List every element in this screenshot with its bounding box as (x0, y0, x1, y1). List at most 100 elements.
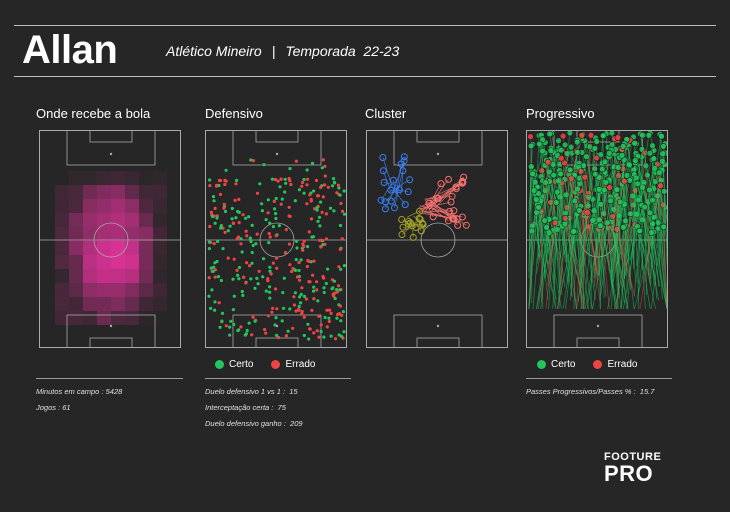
defensive-correct-point (283, 190, 287, 194)
cluster-olive-pass-end (412, 224, 420, 231)
defensive-wrong-point (274, 287, 278, 291)
heatmap-cell (55, 185, 69, 199)
heatmap-cell (125, 269, 139, 283)
center-circle (93, 222, 129, 258)
heatmap-cell (111, 255, 125, 269)
defensive-wrong-point (291, 326, 295, 330)
heatmap-cell (55, 255, 69, 269)
defensive-wrong-point (333, 291, 337, 295)
green-dot-icon (215, 360, 224, 369)
cluster-blue-pass-end (404, 188, 412, 196)
defensive-correct-point (255, 276, 259, 280)
defensive-wrong-point (300, 286, 304, 290)
defensive-wrong-point (251, 159, 256, 163)
cluster-blue-pass-end (395, 186, 403, 194)
progressive-pass-correct (657, 228, 667, 310)
heatmap-cell (55, 199, 69, 213)
penalty-spot-top (109, 152, 113, 156)
heatmap-cell (69, 311, 83, 325)
progressive-pass-correct (536, 219, 550, 310)
progressive-pass-correct (533, 190, 549, 266)
heatmap-cell (97, 241, 111, 255)
defensive-wrong-point (239, 242, 243, 246)
progressive-pass-correct (546, 227, 562, 310)
defensive-correct-point (270, 177, 274, 181)
defensive-correct-point (221, 247, 225, 251)
progressive-end-correct (619, 143, 627, 150)
defensive-wrong-point (306, 258, 310, 263)
defensive-wrong-point (300, 310, 304, 314)
defensive-wrong-point (315, 280, 319, 284)
progressive-pass-correct (644, 207, 647, 296)
defensive-correct-point (219, 278, 223, 283)
defensive-correct-point (215, 216, 219, 220)
defensive-correct-point (339, 334, 344, 338)
defensive-wrong-point (287, 205, 291, 209)
defensive-correct-point (274, 216, 278, 221)
legend-defensive: Certo Errado (215, 359, 327, 370)
defensive-wrong-point (226, 256, 230, 260)
defensive-wrong-point (209, 210, 213, 214)
progressive-pass-correct (617, 139, 628, 231)
progressive-end-correct (576, 207, 583, 214)
defensive-wrong-point (335, 290, 339, 294)
defensive-wrong-point (283, 251, 288, 255)
heatmap-cell (125, 297, 139, 311)
defensive-correct-point (280, 319, 284, 323)
defensive-correct-point (310, 161, 315, 165)
defensive-correct-point (213, 308, 217, 312)
defensive-wrong-point (335, 191, 339, 195)
goal-area-bottom (576, 337, 620, 347)
progressive-pass-correct (651, 232, 667, 310)
defensive-correct-point (211, 195, 216, 199)
progressive-pass-correct (580, 205, 589, 272)
defensive-correct-point (241, 293, 245, 297)
defensive-wrong-point (323, 164, 327, 168)
defensive-wrong-point (237, 197, 241, 201)
defensive-correct-point (312, 289, 316, 293)
defensive-wrong-point (332, 294, 336, 298)
progressive-pass-wrong (542, 162, 549, 223)
progressive-pass-wrong (594, 187, 611, 283)
defensive-correct-point (250, 250, 254, 255)
defensive-wrong-point (266, 277, 270, 281)
heatmap-cell (153, 269, 167, 283)
heatmap-cell (139, 199, 153, 213)
defensive-wrong-point (313, 207, 317, 211)
defensive-correct-point (311, 235, 316, 239)
progressive-end-wrong (578, 132, 586, 139)
defensive-wrong-point (321, 274, 325, 279)
heatmap-cell (83, 283, 97, 297)
cluster-group (398, 207, 427, 241)
progressive-end-correct (650, 155, 658, 162)
stat-duels-won: Duelo defensivo ganho : 209 (205, 419, 303, 428)
progressive-pass-correct (639, 230, 656, 310)
defensive-correct-point (323, 315, 327, 320)
defensive-correct-point (312, 285, 316, 289)
heatmap-cell (153, 255, 167, 269)
heatmap-cell (83, 255, 97, 269)
cluster-olive-pass (412, 229, 414, 238)
panel-title-receive: Onde recebe a bola (36, 106, 151, 121)
progressive-pass-correct (598, 167, 619, 276)
progressive-pass-correct (544, 220, 562, 258)
season-value: 22-23 (363, 43, 400, 59)
progressive-end-correct (561, 141, 569, 149)
cluster-blue-pass-end (380, 179, 388, 186)
defensive-wrong-point (218, 192, 223, 197)
stat-minutes: Minutos em campo : 5428 (36, 387, 123, 396)
defensive-wrong-point (208, 184, 212, 188)
defensive-correct-point (209, 306, 213, 310)
defensive-wrong-point (336, 183, 340, 187)
defensive-wrong-point (287, 176, 291, 181)
legend-item-wrong: Errado (271, 359, 315, 370)
heatmap-cell (55, 213, 69, 227)
defensive-wrong-point (255, 232, 259, 236)
defensive-correct-point (274, 196, 278, 201)
defensive-correct-point (297, 304, 301, 309)
defensive-wrong-point (307, 230, 311, 234)
panel-title-progressive: Progressivo (526, 106, 595, 121)
progressive-pass-wrong (564, 218, 585, 310)
defensive-wrong-point (294, 309, 298, 313)
defensive-correct-point (297, 188, 301, 192)
